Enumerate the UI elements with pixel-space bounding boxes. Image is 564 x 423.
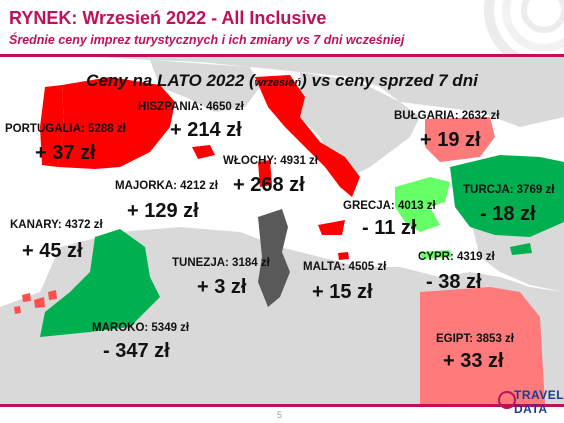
change-portugalia: + 37 zł — [35, 142, 96, 164]
country-malta — [338, 252, 349, 260]
change-grecja: - 11 zł — [362, 217, 417, 239]
page-number: 5 — [277, 410, 283, 420]
label-tunezja: TUNEZJA: 3184 zł — [172, 257, 270, 269]
country-tunezja — [258, 209, 290, 307]
decorative-circles — [484, 0, 564, 60]
bottom-divider — [0, 404, 564, 407]
country-turcja — [450, 155, 564, 237]
label-egipt: EGIPT: 3853 zł — [436, 333, 514, 345]
label-turcja: TURCJA: 3769 zł — [463, 184, 555, 196]
label-grecja: GRECJA: 4013 zł — [343, 200, 436, 212]
label-kanary: KANARY: 4372 zł — [10, 219, 103, 231]
country-wlochy-sicily — [318, 220, 345, 235]
country-kanary — [14, 290, 57, 314]
country-hiszpania — [58, 77, 175, 169]
change-kanary: + 45 zł — [22, 240, 83, 262]
country-bulgaria — [425, 117, 495, 162]
label-majorka: MAJORKA: 4212 zł — [115, 180, 218, 192]
country-wlochy — [255, 75, 360, 197]
label-maroko: MAROKO: 5349 zł — [92, 322, 190, 334]
label-malta: MALTA: 4505 zł — [303, 261, 387, 273]
country-wlochy-sardinia — [258, 160, 272, 187]
country-majorka — [192, 145, 215, 159]
label-cypr: CYPR: 4319 zł — [418, 251, 495, 263]
map-title: Ceny na LATO 2022 (wrzesień) vs ceny spr… — [86, 71, 478, 90]
label-hiszpania: HISZPANIA: 4650 zł — [138, 101, 244, 113]
change-egipt: + 33 zł — [443, 350, 504, 372]
slide-subtitle: Średnie ceny imprez turystycznych i ich … — [9, 33, 405, 47]
map-svg — [0, 57, 564, 404]
slide-title: RYNEK: Wrzesień 2022 - All Inclusive — [9, 8, 327, 28]
change-cypr: - 38 zł — [426, 271, 482, 293]
label-bulgaria: BUŁGARIA: 2632 zł — [394, 110, 500, 122]
land-europe-north — [0, 57, 564, 127]
change-hiszpania: + 214 zł — [170, 119, 242, 141]
country-portugalia — [40, 85, 64, 167]
top-divider — [0, 54, 564, 57]
label-wlochy: WŁOCHY: 4931 zł — [223, 155, 318, 167]
change-majorka: + 129 zł — [127, 200, 199, 222]
land-france — [150, 60, 260, 112]
change-maroko: - 347 zł — [103, 340, 170, 362]
change-malta: + 15 zł — [312, 281, 373, 303]
country-grecja-crete — [420, 250, 452, 259]
logo-circle-icon — [498, 391, 516, 409]
label-portugalia: PORTUGALIA: 5288 zł — [5, 123, 126, 135]
map-area — [0, 57, 564, 404]
country-maroko — [40, 229, 160, 337]
change-tunezja: + 3 zł — [197, 276, 247, 298]
country-egipt — [420, 287, 545, 404]
travel-data-logo: TRAVEL DATA — [496, 386, 564, 420]
country-grecja — [395, 177, 450, 232]
country-cypr — [510, 243, 532, 255]
change-turcja: - 18 zł — [480, 203, 536, 225]
change-bulgaria: + 19 zł — [420, 129, 481, 151]
change-wlochy: + 268 zł — [233, 174, 305, 196]
